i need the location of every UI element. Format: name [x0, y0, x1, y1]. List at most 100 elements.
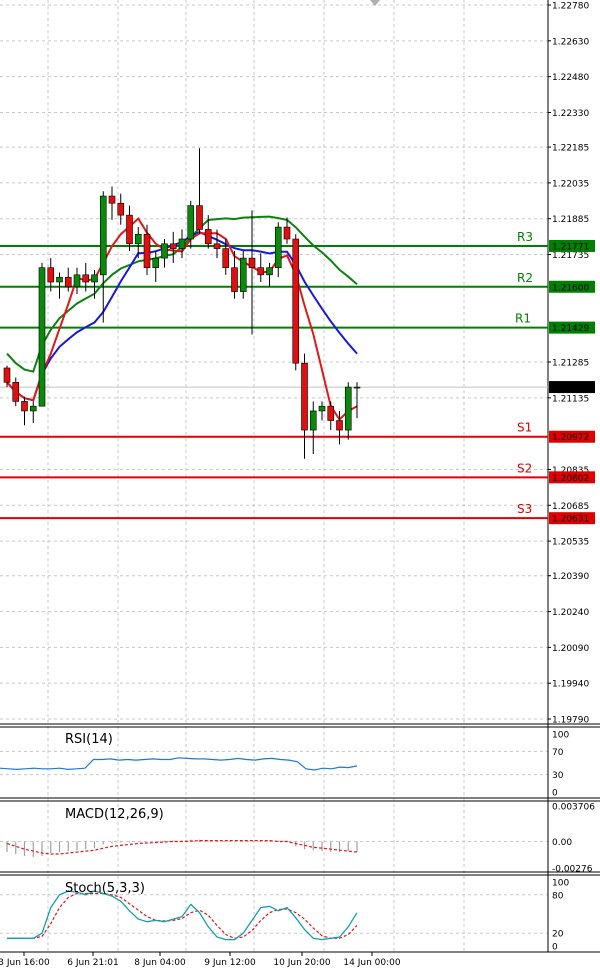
- candle-body: [169, 243, 177, 249]
- price-tick-label: 1.20535: [552, 538, 589, 548]
- candle-body: [152, 257, 160, 268]
- current-price-badge: [549, 381, 595, 394]
- candle-body: [64, 276, 72, 288]
- candle-body: [21, 401, 28, 412]
- candle-body: [222, 248, 230, 268]
- candle-body: [91, 274, 98, 283]
- macd-title: MACD(12,26,9): [65, 807, 164, 822]
- time-tick-label: 3 Jun 16:00: [0, 958, 50, 968]
- level-label-s2: S2: [517, 461, 532, 475]
- level-price-badge: [549, 321, 595, 334]
- candle-body: [47, 267, 55, 283]
- price-tick-label: 1.22630: [552, 37, 589, 47]
- candle-body: [301, 362, 308, 431]
- price-tick-label: 1.20685: [552, 502, 589, 512]
- text-layer: R3 R2 R1 S1 S2 S3 RSI(14) MACD(12,26,9) Stoch(5,…: [65, 230, 533, 896]
- candle-body: [73, 274, 81, 288]
- level-price-badge: [549, 512, 595, 525]
- candle-body: [117, 202, 125, 216]
- price-tick-label: 1.22480: [552, 73, 589, 83]
- rsi-tick-label: 0: [552, 789, 558, 799]
- rsi-tick-label: 100: [552, 731, 569, 741]
- candle-body: [29, 405, 37, 412]
- candle-body: [239, 257, 247, 292]
- candle-body: [161, 243, 168, 259]
- candle-body: [187, 205, 195, 240]
- stoch-title: Stoch(5,3,3): [65, 881, 145, 896]
- level-price-value: 1.21600: [552, 283, 589, 293]
- time-tick-label: 6 Jun 21:01: [67, 958, 118, 968]
- time-tick-label: 10 Jun 20:00: [273, 958, 330, 968]
- candle-body: [82, 274, 90, 283]
- time-tick-label: 8 Jun 04:00: [134, 958, 186, 968]
- candle-body: [99, 195, 107, 276]
- stoch-tick-label: 80: [552, 891, 564, 901]
- rsi-panel: [0, 757, 358, 771]
- price-tick-label: 1.20240: [552, 608, 589, 618]
- price-tick-label: 1.19790: [552, 716, 589, 726]
- stoch-tick-label: 0: [552, 943, 558, 953]
- stoch-k-line: [7, 890, 358, 941]
- candle-body: [213, 243, 221, 249]
- rsi-tick-label: 70: [552, 748, 564, 758]
- candle-body: [108, 195, 116, 204]
- level-price-badge: [549, 430, 595, 443]
- candle-body: [283, 226, 291, 240]
- candle-body: [336, 420, 343, 431]
- candle-body: [196, 205, 203, 230]
- price-panel: [0, 148, 548, 520]
- candle-body: [309, 410, 317, 431]
- level-price-value: 1.20802: [552, 474, 589, 484]
- time-tick-label: 9 Jun 12:00: [204, 958, 256, 968]
- macd-tick-label: 0.003706: [552, 803, 595, 813]
- level-label-r2: R2: [517, 271, 533, 285]
- candle-body: [143, 233, 151, 268]
- level-price-badge: [549, 280, 595, 293]
- level-label-s1: S1: [517, 421, 532, 435]
- macd-tick-label: 0.00: [552, 838, 572, 848]
- rsi-tick-label: 30: [552, 771, 564, 781]
- price-tick-label: 1.21135: [552, 394, 589, 404]
- price-tick-label: 1.19940: [552, 680, 589, 690]
- candle-body: [38, 267, 46, 407]
- candle-body: [257, 267, 265, 276]
- level-price-value: 1.21429: [552, 324, 589, 334]
- candle-body: [126, 214, 133, 245]
- price-tick-label: 1.22185: [552, 144, 589, 154]
- level-label-s3: S3: [517, 502, 532, 516]
- candle-body: [292, 238, 300, 364]
- grid-layer: [0, 0, 548, 952]
- macd-panel: [6, 839, 358, 857]
- candle-body: [274, 226, 282, 268]
- time-tick-label: 14 Jun 00:00: [343, 958, 400, 968]
- candle-body: [231, 267, 238, 292]
- candle-body: [178, 238, 186, 249]
- candle-body: [327, 405, 335, 421]
- price-tick-label: 1.21285: [552, 359, 589, 369]
- level-price-value: 1.20972: [552, 433, 589, 443]
- price-tick-label: 1.21735: [552, 251, 589, 261]
- candle-body: [248, 257, 256, 268]
- candle-body: [12, 381, 20, 402]
- price-tick-label: 1.21885: [552, 215, 589, 225]
- level-price-badge: [549, 471, 595, 484]
- level-price-value: 1.21771: [552, 242, 589, 252]
- level-price-badge: [549, 239, 595, 252]
- stoch-tick-label: 100: [552, 879, 569, 889]
- candle-body: [56, 276, 63, 283]
- price-tick-label: 1.22035: [552, 179, 589, 189]
- current-price-value: 1.21180: [552, 384, 589, 394]
- price-tick-label: 1.20090: [552, 644, 589, 654]
- candle-body: [266, 267, 273, 276]
- stoch-tick-label: 20: [552, 930, 564, 940]
- chart-shift-marker: [370, 0, 380, 6]
- candle-body: [344, 386, 352, 431]
- macd-tick-label: -0.00276: [552, 865, 593, 875]
- candle-body: [134, 233, 142, 245]
- candle-body: [318, 405, 326, 412]
- candle-body: [204, 229, 212, 245]
